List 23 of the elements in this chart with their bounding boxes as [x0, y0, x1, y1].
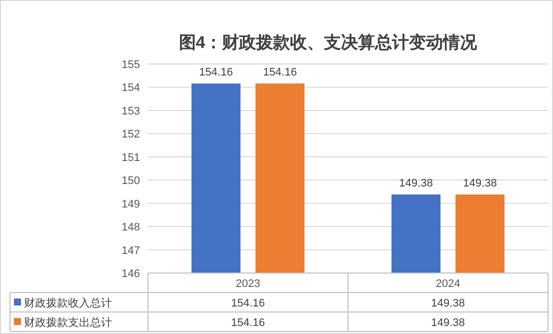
annotation: 149.38: [399, 178, 433, 190]
y-tick-label: 153: [122, 105, 140, 118]
y-tick-label: 152: [122, 128, 140, 141]
y-tick-label: 147: [122, 244, 140, 257]
x-tick-label: 2023: [236, 278, 260, 290]
y-tick-label: 151: [122, 152, 140, 164]
annotation: 149.38: [463, 178, 497, 190]
legend-label: 财政拨款支出总计: [24, 316, 112, 329]
y-tick-label: 148: [122, 222, 140, 234]
data-label: 154.16: [231, 317, 265, 329]
y-tick-label: 155: [122, 59, 140, 71]
legend-label: 财政拨款收入总计: [24, 296, 112, 310]
y-tick-label: 149: [122, 198, 140, 210]
annotation: 154.16: [199, 66, 233, 79]
data-label: 149.38: [431, 298, 465, 310]
x-tick-label: 2024: [436, 278, 460, 290]
y-tick-label: 154: [122, 82, 140, 94]
data-label: 154.16: [231, 298, 265, 310]
y-tick-label: 146: [122, 268, 140, 280]
data-label: 149.38: [431, 317, 465, 329]
y-tick-label: 150: [122, 175, 140, 188]
annotation: 154.16: [263, 66, 297, 79]
chart-title: 图4：财政拨款收、支决算总计变动情况: [178, 33, 478, 52]
